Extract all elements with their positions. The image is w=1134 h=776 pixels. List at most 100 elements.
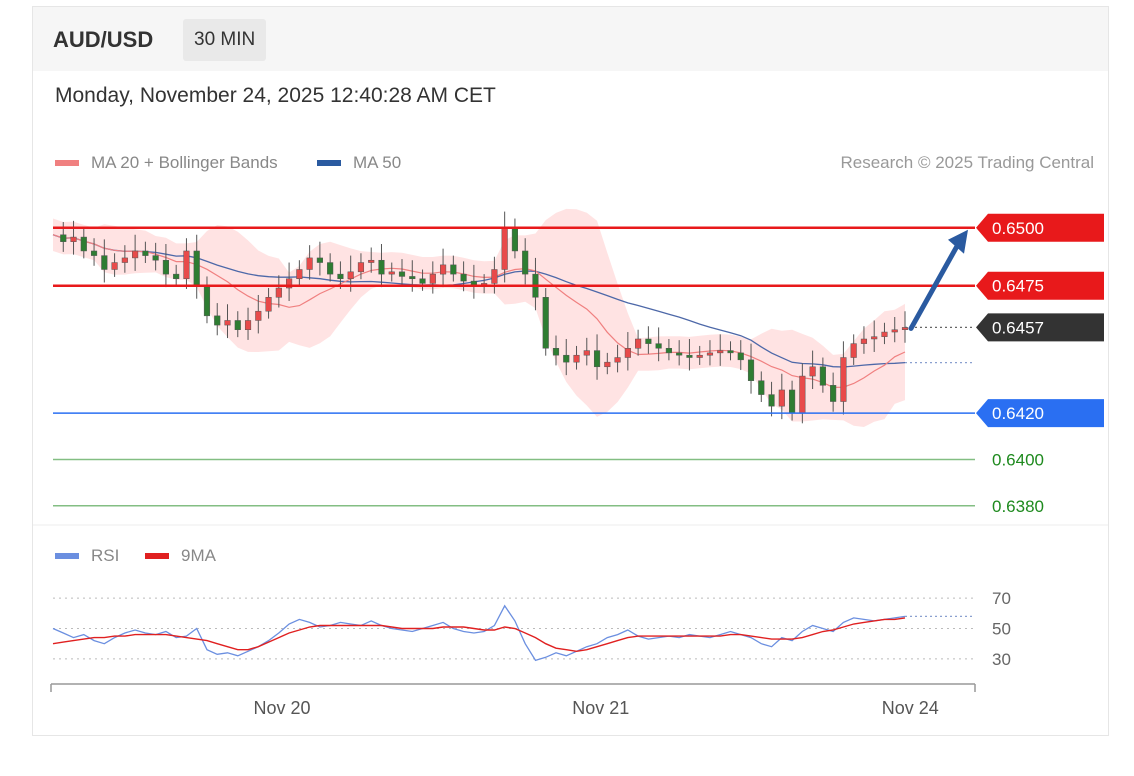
candle-body — [316, 257, 323, 263]
candle-body — [542, 297, 549, 349]
candle-body — [614, 357, 621, 363]
candle-body — [727, 350, 734, 354]
candle-body — [398, 271, 406, 277]
candle-body — [173, 273, 180, 280]
candle-body — [860, 338, 868, 344]
candle-body — [706, 352, 714, 356]
candle-body — [840, 357, 847, 402]
x-tick-label: Nov 20 — [253, 698, 310, 718]
candle-body — [306, 257, 313, 270]
candle-body — [747, 359, 755, 381]
candle-body — [327, 262, 334, 275]
level-tag-text-0.6457: 0.6457 — [992, 318, 1044, 337]
candle-body — [214, 315, 221, 326]
level-tag-0.6500 — [976, 213, 1104, 242]
candle-body — [563, 354, 570, 363]
candle-body — [378, 259, 385, 275]
symbol-title: AUD/USD — [53, 27, 154, 52]
candle-body — [871, 336, 878, 340]
ma9-swatch — [145, 553, 169, 559]
candle-body — [624, 348, 631, 358]
candle-body — [152, 255, 159, 261]
candle-body — [676, 352, 683, 356]
candle-body — [234, 320, 241, 330]
legend-ma50: MA 50 — [317, 153, 401, 173]
rsi-tick-70: 70 — [992, 589, 1011, 608]
ma20-legend-label: MA 20 + Bollinger Bands — [91, 153, 278, 172]
level-tag-text-0.6500: 0.6500 — [992, 219, 1044, 238]
rsi-9ma-line — [52, 617, 906, 653]
rsi-line — [52, 604, 906, 662]
chart-header: AUD/USD 30 MIN — [33, 7, 1108, 71]
candle-body — [450, 264, 457, 275]
candle-body — [778, 389, 785, 407]
timeframe-badge[interactable]: 30 MIN — [183, 19, 267, 61]
candle-body — [439, 264, 447, 275]
candle-body — [696, 354, 703, 358]
level-tag-text-0.6475: 0.6475 — [992, 277, 1044, 296]
candle-body — [409, 276, 416, 280]
candle-body — [132, 250, 139, 259]
candle-body — [111, 262, 118, 270]
level-tag-0.6420 — [976, 399, 1104, 428]
candle-body — [491, 269, 498, 284]
candle-body — [635, 338, 642, 349]
rsi-swatch — [55, 553, 79, 559]
level-tag-0.6457 — [976, 313, 1104, 342]
candle-body — [162, 259, 169, 275]
level-label-0.6400: 0.6400 — [992, 450, 1044, 469]
legend-9ma: 9MA — [145, 546, 216, 566]
forecast-arrow-head — [948, 229, 968, 254]
candle-body — [655, 343, 662, 349]
level-label-0.6380: 0.6380 — [992, 497, 1044, 516]
candle-body — [604, 361, 611, 368]
candle-body — [419, 278, 426, 284]
candle-body — [224, 320, 231, 326]
candle-body — [203, 285, 211, 317]
candle-body — [891, 329, 898, 333]
copyright: Research © 2025 Trading Central — [840, 153, 1095, 172]
candle-body — [758, 380, 765, 395]
candle-body — [70, 236, 77, 242]
candle-body — [552, 348, 560, 356]
candle-body — [522, 250, 529, 275]
legend-rsi: RSI — [55, 546, 119, 566]
candle-body — [819, 366, 826, 386]
candle-body — [255, 310, 262, 321]
candle-body — [830, 385, 837, 402]
candle-body — [101, 255, 108, 270]
x-tick-label: Nov 21 — [572, 698, 629, 718]
ma9-legend-label: 9MA — [181, 546, 216, 565]
candle-body — [347, 271, 354, 280]
candle-body — [511, 227, 519, 252]
candle-body — [388, 271, 395, 275]
candle-body — [573, 354, 580, 363]
candle-body — [296, 269, 303, 280]
timestamp: Monday, November 24, 2025 12:40:28 AM CE… — [55, 84, 496, 107]
candle-body — [60, 234, 67, 242]
candle-body — [368, 259, 375, 263]
ma50-legend-label: MA 50 — [353, 153, 402, 172]
chart-card: AUD/USD 30 MIN Monday, November 24, 2025… — [32, 6, 1109, 736]
rsi-tick-30: 30 — [992, 650, 1011, 669]
candle-body — [244, 320, 252, 330]
candle-body — [357, 262, 365, 273]
candle-body — [593, 350, 601, 368]
rsi-tick-50: 50 — [992, 620, 1011, 639]
candle-body — [265, 297, 272, 312]
candle-body — [183, 250, 190, 280]
candle-body — [337, 273, 344, 280]
candle-body — [80, 236, 87, 252]
level-tag-text-0.6420: 0.6420 — [992, 404, 1044, 423]
candle-body — [286, 278, 293, 289]
candle-body — [799, 375, 806, 414]
rsi-legend-label: RSI — [91, 546, 120, 565]
legend-ma20: MA 20 + Bollinger Bands — [55, 153, 278, 173]
candle-body — [275, 287, 282, 298]
candle-body — [142, 250, 149, 256]
candle-body — [501, 227, 508, 270]
candle-body — [460, 273, 467, 282]
bollinger-band — [53, 208, 905, 427]
candle-body — [193, 250, 200, 286]
